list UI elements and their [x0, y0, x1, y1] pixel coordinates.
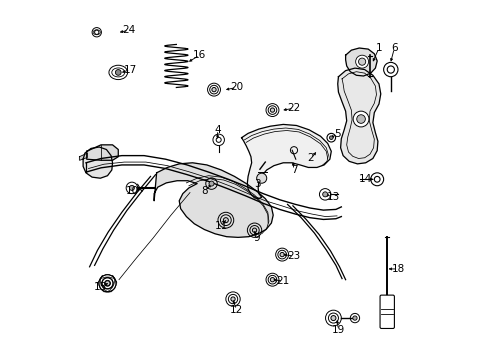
Circle shape: [270, 278, 274, 282]
Circle shape: [126, 182, 137, 194]
Text: 7: 7: [290, 165, 297, 175]
Polygon shape: [345, 48, 376, 76]
Circle shape: [256, 173, 266, 183]
Circle shape: [270, 108, 274, 112]
Text: 15: 15: [94, 282, 107, 292]
Circle shape: [129, 185, 134, 190]
Text: 12: 12: [229, 305, 243, 315]
Polygon shape: [86, 145, 118, 160]
Circle shape: [352, 316, 356, 320]
Text: 10: 10: [126, 186, 139, 197]
Circle shape: [355, 55, 368, 68]
Text: 2: 2: [307, 153, 313, 163]
Text: 24: 24: [122, 25, 135, 35]
Circle shape: [373, 176, 379, 182]
Polygon shape: [154, 163, 273, 237]
Text: 14: 14: [358, 174, 371, 184]
Polygon shape: [241, 125, 330, 199]
Circle shape: [105, 281, 110, 286]
Text: 13: 13: [326, 192, 339, 202]
Circle shape: [216, 137, 221, 142]
Text: 23: 23: [287, 251, 300, 261]
Circle shape: [94, 30, 99, 35]
Circle shape: [358, 58, 365, 65]
Text: 1: 1: [375, 43, 382, 53]
Circle shape: [280, 252, 284, 257]
Text: 6: 6: [390, 43, 397, 53]
Text: 9: 9: [253, 233, 260, 243]
Polygon shape: [80, 153, 87, 160]
Circle shape: [356, 115, 365, 123]
Text: 3: 3: [253, 179, 260, 189]
Circle shape: [211, 87, 216, 92]
Circle shape: [252, 228, 256, 232]
Text: 11: 11: [214, 221, 227, 231]
Text: 21: 21: [276, 276, 289, 286]
Polygon shape: [337, 68, 380, 164]
Text: 17: 17: [123, 64, 137, 75]
Text: 5: 5: [334, 129, 340, 139]
Text: 22: 22: [287, 103, 300, 113]
Circle shape: [115, 69, 121, 75]
Text: 8: 8: [202, 186, 208, 196]
Circle shape: [329, 136, 332, 139]
Circle shape: [322, 192, 327, 197]
Text: 4: 4: [214, 125, 221, 135]
Circle shape: [352, 111, 368, 127]
Circle shape: [330, 316, 335, 320]
FancyBboxPatch shape: [379, 295, 394, 328]
Text: 20: 20: [229, 82, 243, 93]
Circle shape: [223, 218, 228, 223]
Text: 16: 16: [193, 50, 206, 60]
Circle shape: [230, 297, 235, 301]
Circle shape: [386, 66, 394, 73]
Polygon shape: [83, 147, 112, 178]
Text: 19: 19: [331, 325, 345, 335]
Text: 18: 18: [390, 264, 404, 274]
Circle shape: [208, 181, 214, 186]
Circle shape: [104, 280, 110, 286]
